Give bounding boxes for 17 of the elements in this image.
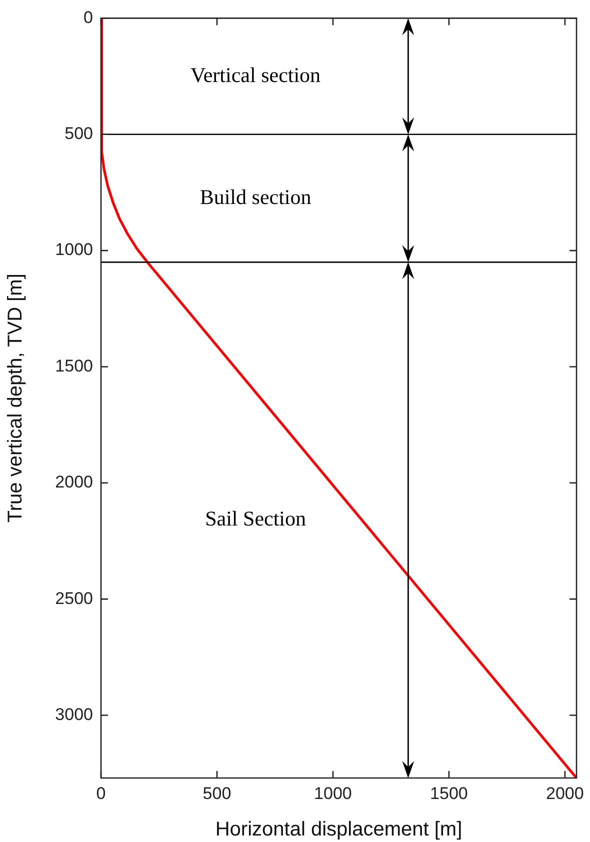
x-tick-label: 1500 bbox=[430, 784, 468, 803]
y-tick-label: 1500 bbox=[55, 356, 93, 376]
x-tick-label: 2000 bbox=[546, 784, 584, 803]
x-tick-label: 1000 bbox=[314, 784, 352, 803]
y-axis-title: True vertical depth, TVD [m] bbox=[4, 274, 27, 523]
y-tick-label: 3000 bbox=[55, 704, 93, 724]
x-tick-label: 0 bbox=[96, 784, 106, 803]
y-tick-label: 2000 bbox=[55, 472, 93, 492]
annotation: Vertical section bbox=[190, 62, 322, 87]
x-axis-title: Horizontal displacement [m] bbox=[215, 818, 462, 841]
x-tick-label: 500 bbox=[202, 784, 232, 803]
y-tick-label: 0 bbox=[84, 8, 93, 27]
y-tick-label: 2500 bbox=[55, 588, 93, 608]
y-tick-label: 500 bbox=[64, 124, 93, 144]
annotation: Sail Section bbox=[205, 506, 306, 531]
y-tick-label: 1000 bbox=[55, 240, 93, 260]
annotation: Build section bbox=[200, 184, 312, 209]
